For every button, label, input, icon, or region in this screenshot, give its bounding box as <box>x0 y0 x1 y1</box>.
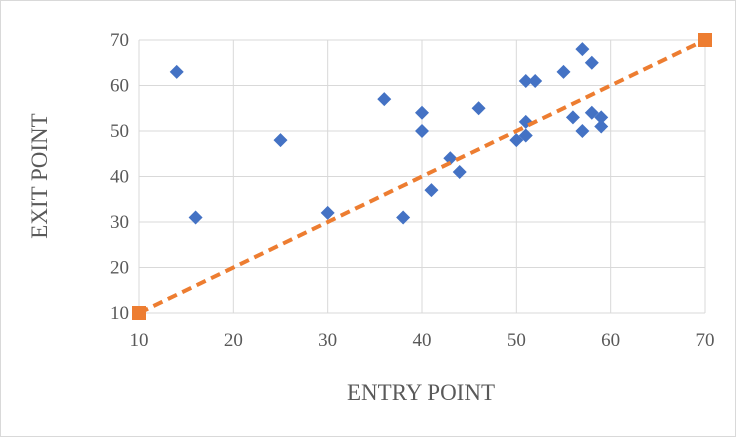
data-point <box>452 164 467 179</box>
line-marker <box>132 306 146 320</box>
data-point <box>518 128 533 143</box>
plot-marks <box>132 33 712 320</box>
x-tick-label: 60 <box>601 330 620 351</box>
data-point <box>443 151 458 166</box>
y-tick-label: 40 <box>110 167 129 188</box>
y-tick-label: 50 <box>110 121 129 142</box>
y-tick-label: 20 <box>110 258 129 279</box>
x-tick-label: 30 <box>318 330 337 351</box>
data-point <box>396 210 411 225</box>
data-point <box>594 110 609 125</box>
x-tick-label: 70 <box>696 330 715 351</box>
x-tick-label: 10 <box>130 330 149 351</box>
data-point <box>575 124 590 138</box>
data-point <box>415 124 429 138</box>
data-point <box>415 105 429 120</box>
data-point <box>169 64 184 79</box>
data-point <box>528 73 543 88</box>
data-point <box>594 119 609 134</box>
y-tick-label: 60 <box>110 76 129 97</box>
x-tick-label: 50 <box>507 330 526 351</box>
y-tick-label: 30 <box>110 212 129 233</box>
y-axis-ticks: 10 20 30 40 50 60 70 <box>110 30 129 324</box>
data-point <box>188 210 203 225</box>
x-axis-title: ENTRY POINT <box>347 380 495 405</box>
data-point <box>565 110 580 125</box>
x-tick-label: 20 <box>224 330 243 351</box>
data-point <box>584 55 599 70</box>
data-point <box>556 64 571 79</box>
data-point <box>471 101 486 116</box>
data-point <box>424 183 439 198</box>
y-axis-title: EXIT POINT <box>27 113 52 238</box>
x-axis-ticks: 10 20 30 40 50 60 70 <box>130 330 715 351</box>
line-marker <box>698 33 712 47</box>
data-point <box>273 133 288 148</box>
data-point <box>320 205 335 220</box>
x-tick-label: 40 <box>413 330 432 351</box>
y-tick-label: 10 <box>110 303 129 324</box>
y-tick-label: 70 <box>110 30 129 51</box>
data-point <box>377 92 392 107</box>
data-point <box>518 73 533 88</box>
data-point <box>575 42 590 57</box>
diagonal-line <box>138 38 706 315</box>
